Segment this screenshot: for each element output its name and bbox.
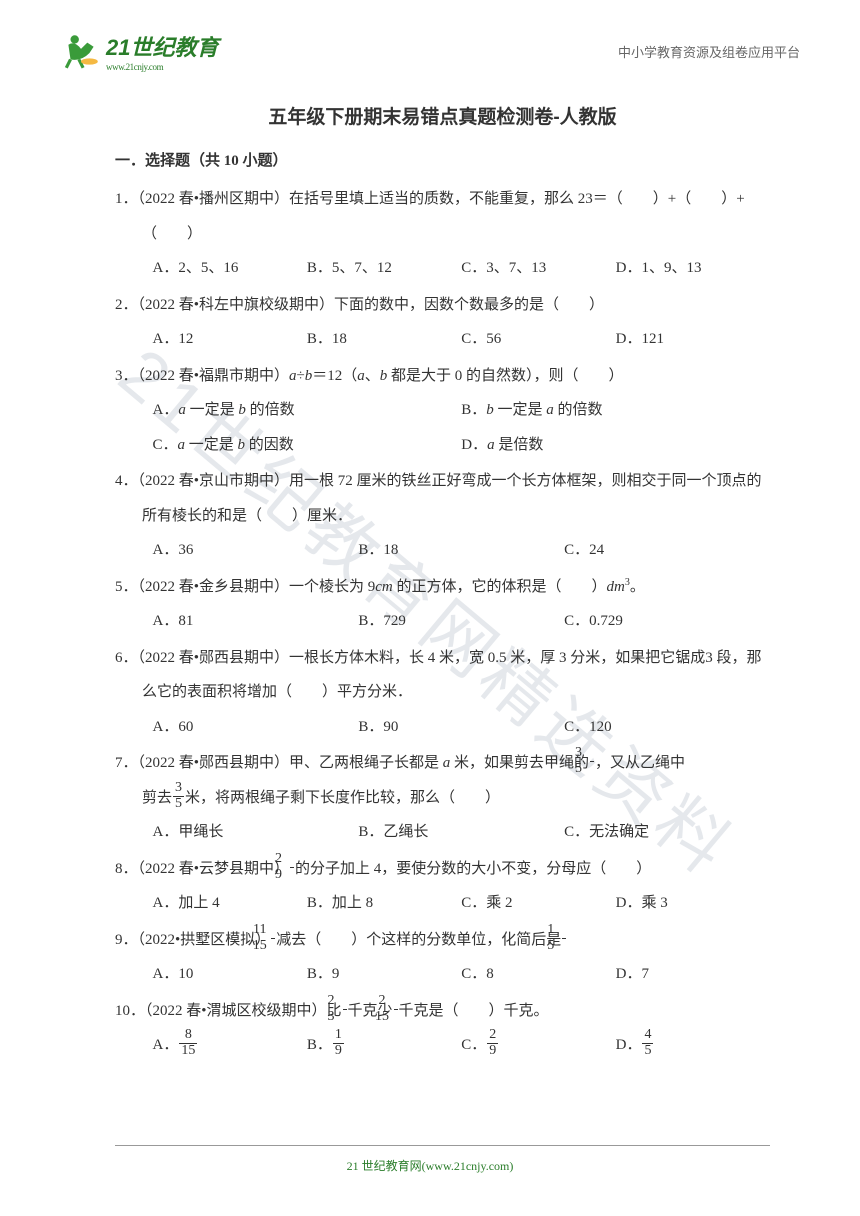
q7-opt-b: B．乙绳长 [358, 815, 564, 850]
question-2: 2．（2022 春•科左中旗校级期中）下面的数中，因数个数最多的是（ ） A．1… [115, 288, 770, 357]
q8-options: A．加上 4 B．加上 8 C．乘 2 D．乘 3 [115, 886, 770, 921]
footer: 21 世纪教育网(www.21cnjy.com) [0, 1157, 860, 1174]
q2-options: A．12 B．18 C．56 D．121 [115, 322, 770, 357]
q1-opt-b: B．5、7、12 [307, 251, 461, 286]
question-3: 3．（2022 春•福鼎市期中）a÷b＝12（a、b 都是大于 0 的自然数），… [115, 359, 770, 463]
section-header: 一．选择题（共 10 小题） [115, 149, 770, 170]
q10-opt-a: A．815 [153, 1028, 307, 1063]
q5-options: A．81 B．729 C．0.729 [115, 604, 770, 639]
q9-opt-b: B．9 [307, 957, 461, 992]
q10-opt-b: B．19 [307, 1028, 461, 1063]
q8-opt-a: A．加上 4 [153, 886, 307, 921]
logo: 21世纪教育 www.21cnjy.com [60, 30, 218, 72]
header-subtitle: 中小学教育资源及组卷应用平台 [618, 42, 800, 61]
q10-options: A．815 B．19 C．29 D．45 [115, 1028, 770, 1063]
q3-opt-b: B．b 一定是 a 的倍数 [461, 393, 770, 428]
header: 21世纪教育 www.21cnjy.com 中小学教育资源及组卷应用平台 [0, 0, 860, 82]
logo-title: 21世纪教育 [106, 30, 218, 62]
q2-opt-d: D．121 [616, 322, 770, 357]
footer-divider [115, 1145, 770, 1146]
q8-opt-c: C．乘 2 [461, 886, 615, 921]
q1-opt-d: D．1、9、13 [616, 251, 770, 286]
q8-opt-b: B．加上 8 [307, 886, 461, 921]
q6-opt-b: B．90 [358, 710, 564, 745]
q2-opt-a: A．12 [153, 322, 307, 357]
question-7: 7．（2022 春•郧西县期中）甲、乙两根绳子长都是 a 米，如果剪去甲绳的35… [115, 746, 770, 850]
q3-opt-d: D．a 是倍数 [461, 428, 770, 463]
question-5: 5．（2022 春•金乡县期中）一个棱长为 9cm 的正方体，它的体积是（ ）d… [115, 570, 770, 639]
q1-options: A．2、5、16 B．5、7、12 C．3、7、13 D．1、9、13 [115, 251, 770, 286]
question-1: 1．（2022 春•播州区期中）在括号里填上适当的质数，不能重复，那么 23＝（… [115, 182, 770, 286]
q2-opt-c: C．56 [461, 322, 615, 357]
q4-opt-a: A．36 [153, 533, 359, 568]
q3-opt-a: A．a 一定是 b 的倍数 [153, 393, 462, 428]
question-10: 10．（2022 春•渭城区校级期中）比23千克少215千克是（ ）千克。 A．… [115, 994, 770, 1063]
q8-opt-d: D．乘 3 [616, 886, 770, 921]
q9-opt-a: A．10 [153, 957, 307, 992]
question-9: 9．（2022•拱墅区模拟）1115减去（ ）个这样的分数单位，化简后是15 A… [115, 923, 770, 992]
q7-opt-a: A．甲绳长 [153, 815, 359, 850]
q4-options: A．36 B．18 C．24 [115, 533, 770, 568]
q9-options: A．10 B．9 C．8 D．7 [115, 957, 770, 992]
content: 五年级下册期末易错点真题检测卷-人教版 一．选择题（共 10 小题） 1．（20… [0, 82, 860, 1063]
q3-options: A．a 一定是 b 的倍数 B．b 一定是 a 的倍数 C．a 一定是 b 的因… [115, 393, 770, 462]
q6-opt-c: C．120 [564, 710, 770, 745]
q1-opt-c: C．3、7、13 [461, 251, 615, 286]
q9-opt-d: D．7 [616, 957, 770, 992]
q4-opt-b: B．18 [358, 533, 564, 568]
q5-opt-c: C．0.729 [564, 604, 770, 639]
logo-icon [60, 30, 102, 72]
q1-opt-a: A．2、5、16 [153, 251, 307, 286]
page-title: 五年级下册期末易错点真题检测卷-人教版 [115, 102, 770, 129]
q7-opt-c: C．无法确定 [564, 815, 770, 850]
q2-opt-b: B．18 [307, 322, 461, 357]
logo-url: www.21cnjy.com [106, 62, 218, 72]
q10-opt-d: D．45 [616, 1028, 770, 1063]
q10-opt-c: C．29 [461, 1028, 615, 1063]
question-4: 4．（2022 春•京山市期中）用一根 72 厘米的铁丝正好弯成一个长方体框架，… [115, 464, 770, 568]
q3-opt-c: C．a 一定是 b 的因数 [153, 428, 462, 463]
q6-opt-a: A．60 [153, 710, 359, 745]
question-8: 8．（2022 春•云梦县期中）29的分子加上 4，要使分数的大小不变，分母应（… [115, 852, 770, 921]
q7-options: A．甲绳长 B．乙绳长 C．无法确定 [115, 815, 770, 850]
q5-opt-b: B．729 [358, 604, 564, 639]
q6-options: A．60 B．90 C．120 [115, 710, 770, 745]
q5-opt-a: A．81 [153, 604, 359, 639]
question-6: 6．（2022 春•郧西县期中）一根长方体木料，长 4 米，宽 0.5 米，厚 … [115, 641, 770, 745]
q9-opt-c: C．8 [461, 957, 615, 992]
q4-opt-c: C．24 [564, 533, 770, 568]
